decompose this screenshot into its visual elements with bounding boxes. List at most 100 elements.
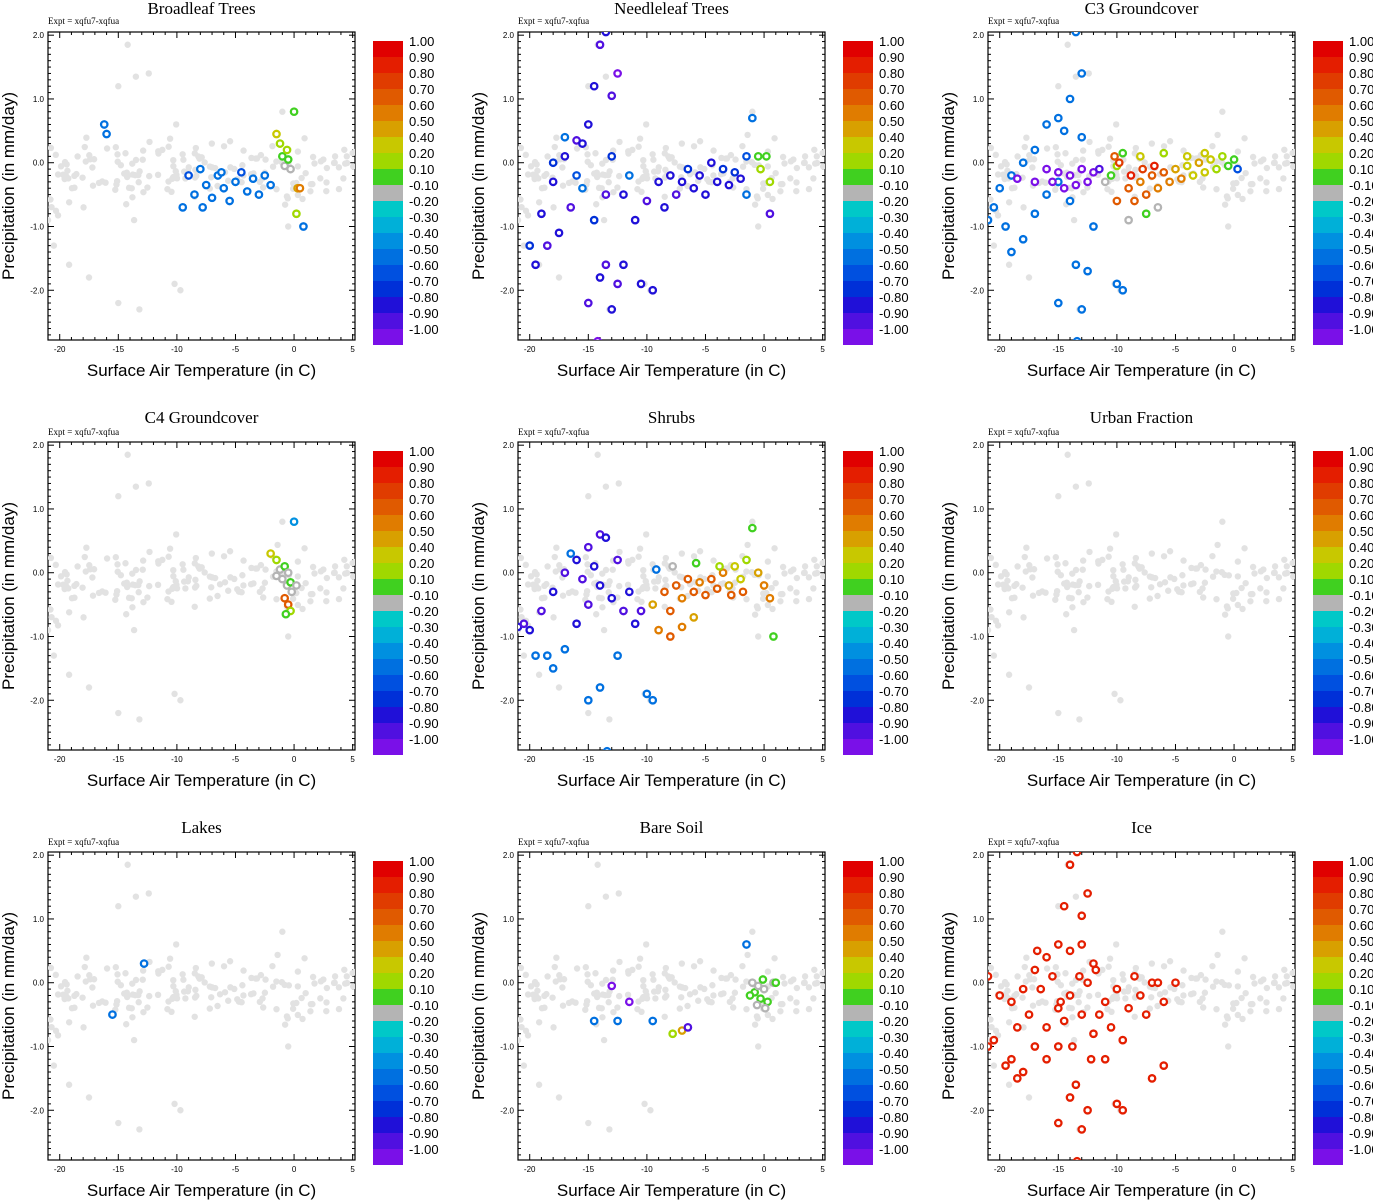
background-point xyxy=(518,196,524,203)
background-point xyxy=(751,1021,759,1028)
y-tick-label: 1.0 xyxy=(503,915,515,924)
colorbar-label: 0.50 xyxy=(879,114,904,129)
data-point xyxy=(1077,305,1087,314)
background-point xyxy=(192,576,199,584)
colorbar-label: -0.60 xyxy=(1349,668,1373,683)
x-axis-label: Surface Air Temperature (in C) xyxy=(87,771,316,790)
background-point xyxy=(135,581,142,589)
background-point xyxy=(1003,571,1010,578)
colorbar-label: -0.60 xyxy=(409,258,439,273)
background-point xyxy=(749,518,756,525)
background-point xyxy=(1161,989,1169,996)
data-point xyxy=(519,619,529,629)
background-point xyxy=(250,990,257,997)
background-point xyxy=(320,156,327,163)
x-tick-label: -15 xyxy=(1053,755,1065,764)
background-point xyxy=(307,188,314,195)
background-point xyxy=(988,196,994,203)
background-point xyxy=(1122,585,1129,592)
background-point xyxy=(640,982,647,990)
background-point xyxy=(1251,160,1258,167)
background-point xyxy=(124,41,131,48)
background-point xyxy=(793,589,800,596)
background-point xyxy=(136,1126,143,1133)
background-point xyxy=(779,180,786,188)
background-point xyxy=(793,179,800,186)
background-point xyxy=(252,975,260,982)
background-point xyxy=(227,984,234,991)
colorbar-swatch xyxy=(843,329,873,345)
colorbar-label: -0.90 xyxy=(879,716,909,731)
background-point xyxy=(1029,1002,1037,1009)
colorbar-swatch xyxy=(373,233,403,249)
data-point xyxy=(1042,120,1051,129)
background-point xyxy=(600,626,608,634)
data-point xyxy=(1141,190,1151,199)
background-point xyxy=(749,108,756,115)
colorbar-label: -0.80 xyxy=(1349,290,1373,305)
background-point xyxy=(636,135,644,142)
background-point xyxy=(1108,188,1115,196)
background-point xyxy=(1249,590,1256,598)
data-point xyxy=(1124,1003,1133,1013)
background-point xyxy=(709,982,716,989)
data-point xyxy=(1042,952,1051,962)
colorbar-swatch xyxy=(843,643,873,659)
background-point xyxy=(565,589,573,597)
colorbar-swatch xyxy=(843,89,873,105)
background-point xyxy=(317,995,324,1002)
background-point xyxy=(754,1015,761,1022)
data-point xyxy=(1065,991,1075,1000)
data-point xyxy=(1141,209,1151,219)
data-point xyxy=(201,180,211,190)
y-tick-label: 2.0 xyxy=(33,851,45,860)
background-point xyxy=(239,982,246,989)
colorbar-swatch xyxy=(373,1149,403,1165)
data-point xyxy=(759,984,769,994)
background-point xyxy=(184,988,192,995)
colorbar-label: -0.90 xyxy=(1349,716,1373,731)
background-point xyxy=(1263,999,1270,1006)
colorbar-swatch xyxy=(1313,169,1343,185)
background-point xyxy=(616,138,623,146)
colorbar-swatch xyxy=(373,675,403,691)
background-point xyxy=(179,561,186,568)
data-point xyxy=(1126,171,1136,180)
background-point xyxy=(1084,594,1091,601)
colorbar-swatch xyxy=(843,515,873,531)
background-point xyxy=(1025,1094,1033,1101)
background-point xyxy=(1008,1004,1016,1012)
background-point xyxy=(115,493,122,500)
background-point xyxy=(1079,156,1086,163)
colorbar-swatch xyxy=(843,1069,873,1085)
colorbar-swatch xyxy=(843,137,873,153)
x-axis-label: Surface Air Temperature (in C) xyxy=(557,771,786,790)
background-point xyxy=(89,574,96,581)
background-point xyxy=(518,144,525,152)
colorbar-label: -0.20 xyxy=(409,1014,439,1029)
background-point xyxy=(323,179,330,186)
background-point xyxy=(1214,541,1221,549)
data-point xyxy=(607,305,617,314)
background-point xyxy=(309,973,317,981)
colorbar-swatch xyxy=(843,233,873,249)
data-point xyxy=(1042,190,1051,199)
background-point xyxy=(1196,588,1204,596)
background-point xyxy=(1063,579,1070,586)
background-point xyxy=(343,973,350,980)
background-point xyxy=(1086,548,1093,556)
colorbar-swatch xyxy=(843,217,873,233)
data-point xyxy=(624,997,634,1007)
background-point xyxy=(518,554,525,562)
background-point xyxy=(534,577,541,584)
background-point xyxy=(1160,963,1168,970)
background-point xyxy=(216,581,224,588)
colorbar-swatch xyxy=(843,483,873,499)
background-point xyxy=(113,177,121,185)
background-point xyxy=(550,614,557,621)
background-point xyxy=(690,963,698,970)
data-point xyxy=(1130,971,1139,981)
points-group xyxy=(48,861,355,1133)
background-point xyxy=(123,989,130,996)
background-point xyxy=(1234,1011,1242,1019)
